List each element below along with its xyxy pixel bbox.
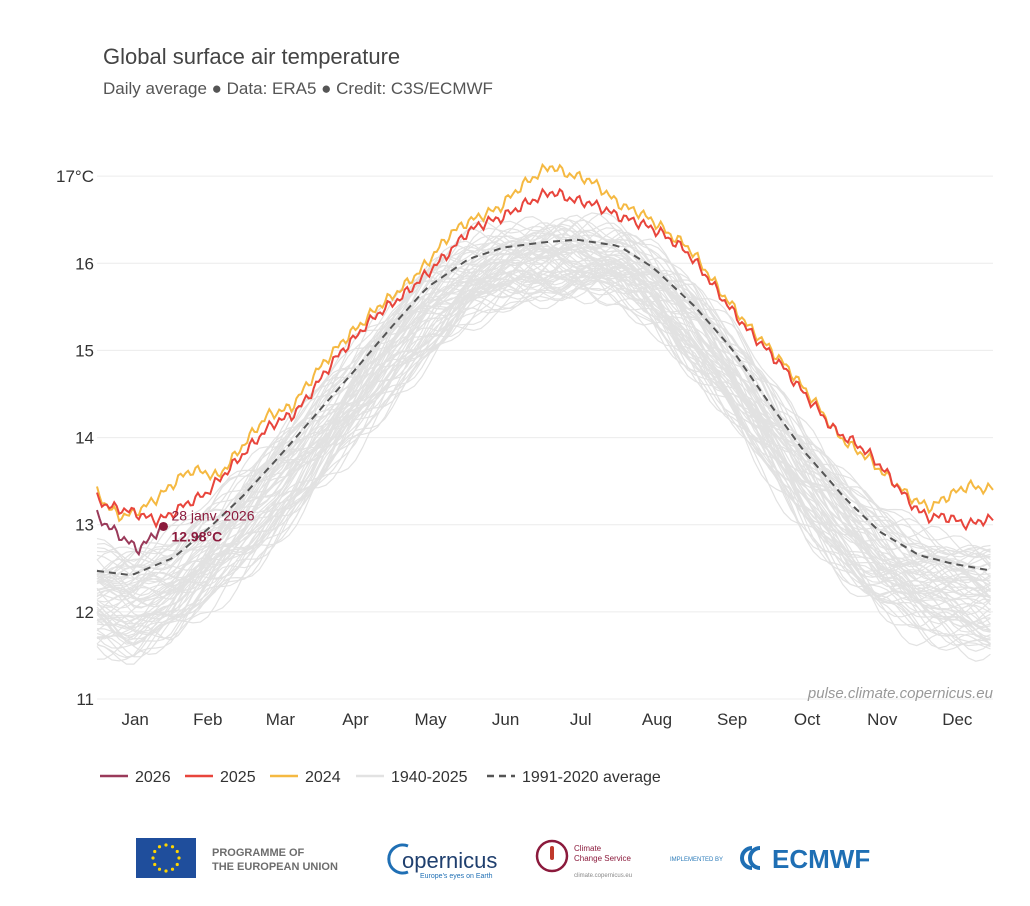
eu-stars-icon xyxy=(151,843,181,873)
history-line xyxy=(96,220,991,563)
c3s-logo: Climate Change Service climate.copernicu… xyxy=(535,839,632,879)
history-line xyxy=(96,272,991,658)
y-tick-label: 16 xyxy=(75,254,94,273)
copernicus-tagline: Europe's eyes on Earth xyxy=(420,873,493,880)
history-line xyxy=(96,212,991,570)
series-line-2024 xyxy=(96,162,994,523)
ecmwf-name: ECMWF xyxy=(772,844,870,874)
y-tick-label: 11 xyxy=(76,690,94,709)
x-tick-label: Feb xyxy=(193,710,222,729)
history-line xyxy=(96,247,991,603)
x-tick-label: Mar xyxy=(266,710,296,729)
history-line xyxy=(96,214,991,576)
x-tick-label: Apr xyxy=(342,710,369,729)
x-tick-label: Sep xyxy=(717,710,747,729)
y-tick-label: 14 xyxy=(75,429,94,448)
history-line xyxy=(96,248,991,621)
eu-text-line-2: THE EUROPEAN UNION xyxy=(212,861,338,873)
copernicus-logo: opernicus Europe's eyes on Earth xyxy=(387,843,497,880)
history-line xyxy=(96,217,991,576)
series-lines xyxy=(96,162,994,576)
history-line xyxy=(96,215,991,568)
legend-label: 1940-2025 xyxy=(391,769,468,786)
legend-label: 2025 xyxy=(220,769,256,786)
x-tick-label: Aug xyxy=(642,710,672,729)
history-line xyxy=(96,226,991,573)
history-line xyxy=(96,287,991,662)
eu-logo: PROGRAMME OF THE EUROPEAN UNION xyxy=(136,838,338,878)
copernicus-name: opernicus xyxy=(402,848,497,873)
chart-title: Global surface air temperature xyxy=(103,44,400,69)
x-tick-label: Jul xyxy=(570,710,592,729)
chart-subtitle: Daily average ● Data: ERA5 ● Credit: C3S… xyxy=(103,79,493,98)
c3s-url: climate.copernicus.eu xyxy=(574,873,632,879)
series-line-2025 xyxy=(96,187,994,532)
y-tick-label: 17°C xyxy=(56,167,94,186)
y-tick-label: 12 xyxy=(75,603,94,622)
history-line xyxy=(96,223,991,585)
legend-label: 2026 xyxy=(135,769,171,786)
series-line-1991-2020-average xyxy=(96,238,991,576)
c3s-name-1: Climate xyxy=(574,844,602,853)
y-tick-label: 13 xyxy=(75,516,94,535)
annotation-value: 12.98°C xyxy=(171,528,222,544)
footer-logos: PROGRAMME OF THE EUROPEAN UNION opernicu… xyxy=(136,838,870,880)
grid xyxy=(97,175,993,700)
history-line xyxy=(96,270,991,635)
x-tick-label: Dec xyxy=(942,710,973,729)
history-line xyxy=(96,247,991,609)
ecmwf-logo: IMPLEMENTED BY ECMWF xyxy=(670,844,870,874)
history-line xyxy=(96,212,991,569)
history-line xyxy=(96,263,991,637)
c3s-thermometer-icon xyxy=(535,839,569,873)
x-tick-label: Jun xyxy=(492,710,519,729)
watermark: pulse.climate.copernicus.eu xyxy=(807,685,994,702)
legend-label: 2024 xyxy=(305,769,341,786)
x-tick-label: Jan xyxy=(121,710,148,729)
latest-value-annotation: 28 janv. 2026 12.98°C xyxy=(158,507,255,544)
x-tick-label: May xyxy=(414,710,447,729)
background-series-1940-2025 xyxy=(96,212,991,665)
history-line xyxy=(96,230,991,590)
legend-label: 1991-2020 average xyxy=(522,769,661,786)
history-line xyxy=(96,234,991,608)
ecmwf-mark-icon xyxy=(740,846,761,870)
c3s-name-2: Change Service xyxy=(574,854,631,863)
legend: 2026 2025 2024 1940-2025 1991-2020 average xyxy=(100,769,661,786)
implemented-by-text: IMPLEMENTED BY xyxy=(670,857,723,863)
copernicus-c-icon xyxy=(387,843,409,875)
x-tick-label: Oct xyxy=(794,710,821,729)
latest-value-marker xyxy=(158,521,168,531)
x-axis: Jan Feb Mar Apr May Jun Jul Aug Sep Oct Nov Dec xyxy=(121,710,972,729)
annotation-date: 28 janv. 2026 xyxy=(171,507,254,523)
series-line-2026 xyxy=(96,509,165,557)
history-line xyxy=(96,274,991,665)
x-tick-label: Nov xyxy=(867,710,898,729)
y-axis: 11 12 13 14 15 16 17°C xyxy=(56,167,94,709)
eu-text-line-1: PROGRAMME OF xyxy=(212,847,305,859)
y-tick-label: 15 xyxy=(75,341,94,360)
history-line xyxy=(96,260,991,640)
